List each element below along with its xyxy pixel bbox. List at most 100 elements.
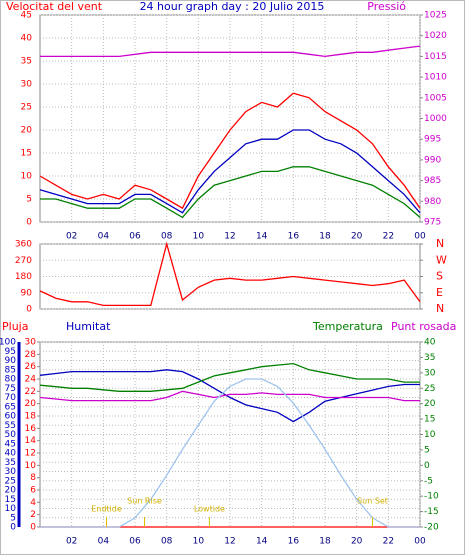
annotation: Sun Rise <box>127 497 162 506</box>
y2-tick-label: 1010 <box>424 73 447 83</box>
y2-tick-label: 980 <box>424 197 441 207</box>
y3-tick-label: 4 <box>30 498 36 508</box>
y2-tick-label: -10 <box>424 492 439 502</box>
y-tick-label: 60 <box>5 412 17 422</box>
wind-label: Velocitat del vent <box>6 0 103 13</box>
y3-tick-label: 28 <box>25 350 37 360</box>
x-tick-label: 12 <box>224 232 235 242</box>
y-tick-label: 90 <box>5 356 17 366</box>
y3-tick-label: 12 <box>25 449 36 459</box>
y-tick-label: 10 <box>5 504 17 514</box>
series-line <box>40 378 420 528</box>
series-line <box>40 45 421 58</box>
x-tick-label: 12 <box>224 537 235 547</box>
series-line <box>40 166 421 219</box>
series-line <box>39 129 421 214</box>
y-tick-label: 45 <box>5 439 16 449</box>
x-tick-label: 18 <box>319 232 331 242</box>
y3-tick-label: 26 <box>25 362 37 372</box>
x-tick-label: 06 <box>129 232 141 242</box>
legend-entry: Punt rosada <box>391 320 456 333</box>
y-tick-label: 270 <box>15 256 32 266</box>
x-tick-label: 18 <box>319 537 331 547</box>
y-tick-label: 45 <box>21 11 32 21</box>
y2-tick-label: 5 <box>424 445 430 455</box>
y-tick-label: 20 <box>5 486 17 496</box>
y2-tick-label: 1020 <box>424 31 447 41</box>
y-tick-label: 95 <box>5 347 16 357</box>
x-tick-label: 00 <box>414 232 426 242</box>
annotation: Endtide <box>91 505 122 514</box>
y3-tick-label: 18 <box>25 412 37 422</box>
y-tick-label: 360 <box>15 240 32 250</box>
series-line <box>39 369 420 423</box>
y-tick-label: 55 <box>5 421 16 431</box>
y3-tick-label: 14 <box>25 436 37 446</box>
y3-tick-label: 10 <box>25 461 37 471</box>
legend-entry: Humitat <box>66 320 111 333</box>
y2-tick-label: 1025 <box>424 11 447 21</box>
y2-tick-label: 20 <box>424 399 436 409</box>
series-line <box>39 390 420 402</box>
y-tick-label: 10 <box>21 172 33 182</box>
x-tick-label: 02 <box>66 537 77 547</box>
plot-area <box>39 14 421 223</box>
y2-tick-label: N <box>436 237 444 250</box>
y-tick-label: 40 <box>21 34 33 44</box>
y2-tick-label: E <box>436 286 443 299</box>
x-tick-label: 16 <box>288 537 300 547</box>
x-tick-label: 20 <box>351 537 363 547</box>
y-tick-label: 35 <box>5 458 16 468</box>
y3-tick-label: 2 <box>30 510 36 520</box>
y3-tick-label: 30 <box>25 338 37 348</box>
y-tick-label: 5 <box>26 195 32 205</box>
y-tick-label: 15 <box>5 495 16 505</box>
y2-tick-label: N <box>436 302 444 315</box>
annotation: Lowtide <box>194 505 225 514</box>
y-tick-label: 80 <box>5 375 17 385</box>
y-tick-label: 70 <box>5 393 17 403</box>
x-tick-label: 00 <box>414 537 426 547</box>
x-tick-label: 16 <box>288 232 300 242</box>
y3-tick-label: 0 <box>30 523 36 533</box>
series-line <box>39 362 420 392</box>
y2-tick-label: 30 <box>424 368 436 378</box>
x-tick-label: 20 <box>351 232 363 242</box>
y-tick-label: 20 <box>21 126 33 136</box>
y-tick-label: 35 <box>21 57 32 67</box>
y2-tick-label: -5 <box>424 476 433 486</box>
x-tick-label: 10 <box>193 232 205 242</box>
x-tick-label: 22 <box>383 537 394 547</box>
series-line <box>39 92 421 210</box>
y3-tick-label: 20 <box>25 399 37 409</box>
y2-tick-label: -15 <box>424 507 439 517</box>
series-line <box>39 241 421 307</box>
y-tick-label: 15 <box>21 149 32 159</box>
y2-tick-label: 1005 <box>424 93 447 103</box>
y-tick-label: 100 <box>0 338 16 348</box>
y2-tick-label: 0 <box>424 461 430 471</box>
y2-tick-label: 1000 <box>424 114 447 124</box>
y-tick-label: 85 <box>5 365 16 375</box>
y-tick-label: 90 <box>21 288 33 298</box>
y2-tick-label: 40 <box>424 338 436 348</box>
x-tick-label: 14 <box>256 537 268 547</box>
y-tick-label: 5 <box>10 513 16 523</box>
y3-tick-label: 8 <box>30 473 36 483</box>
x-tick-label: 14 <box>256 232 268 242</box>
x-tick-label: 08 <box>161 232 173 242</box>
y3-tick-label: 16 <box>25 424 37 434</box>
x-tick-label: 08 <box>161 537 173 547</box>
y2-tick-label: S <box>436 270 443 283</box>
y-tick-label: 50 <box>5 430 17 440</box>
y2-tick-label: 990 <box>424 155 441 165</box>
y2-tick-label: 975 <box>424 218 441 228</box>
y-tick-label: 65 <box>5 402 16 412</box>
x-tick-label: 10 <box>193 537 205 547</box>
y2-tick-label: 1015 <box>424 52 447 62</box>
y2-tick-label: 995 <box>424 135 441 145</box>
chart-title: 24 hour graph day : 20 Julio 2015 <box>140 0 325 13</box>
y-tick-label: 25 <box>21 103 32 113</box>
y-tick-label: 30 <box>5 467 17 477</box>
